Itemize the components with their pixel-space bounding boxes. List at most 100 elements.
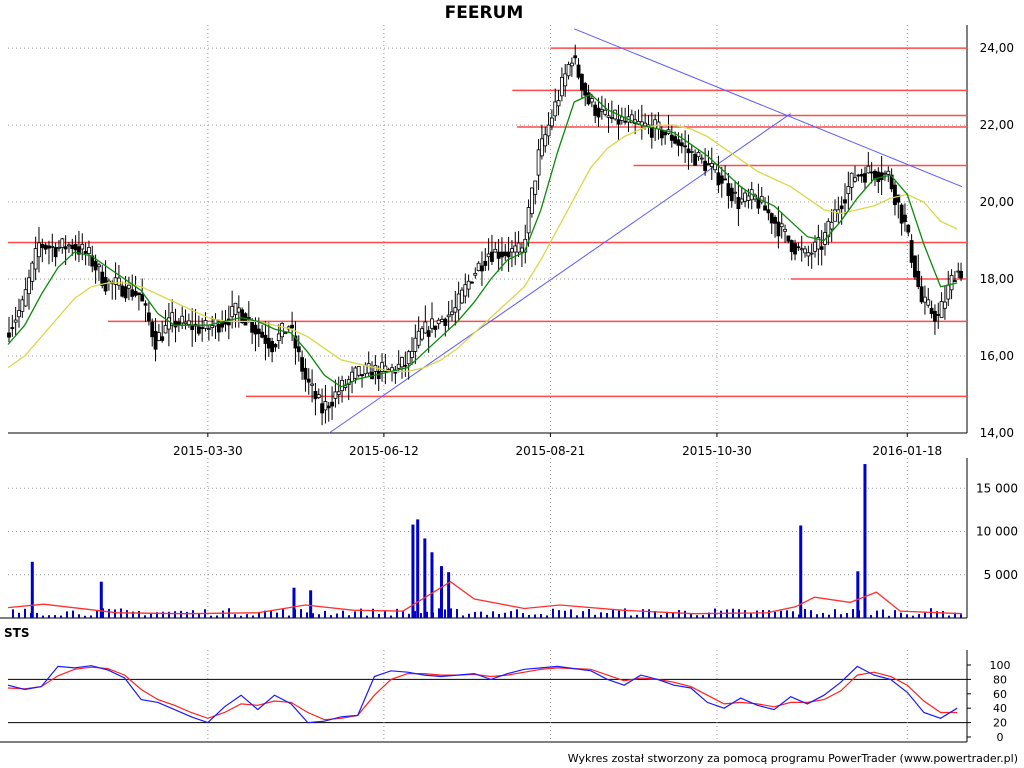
candle-body [463, 284, 468, 297]
volume-y-tick-label: 15 000 [976, 481, 1018, 495]
volume-bar [396, 608, 398, 618]
candle-body [903, 214, 907, 223]
volume-bar [954, 612, 956, 618]
trendline [574, 28, 963, 188]
candle-body [709, 163, 714, 168]
volume-bar [756, 610, 758, 618]
volume-bar [900, 612, 902, 618]
volume-bar [774, 611, 776, 618]
volume-bar [606, 613, 608, 618]
candle-body [203, 320, 208, 329]
candle-body [466, 280, 471, 290]
candle-body [23, 289, 28, 307]
volume-spike-bar [799, 525, 803, 618]
candle-body [739, 198, 744, 203]
volume-bar [684, 610, 686, 618]
volume-bar [852, 609, 854, 618]
candle-body [453, 307, 458, 313]
candle-body [926, 299, 931, 306]
candle-body [876, 171, 881, 182]
volume-bar [114, 609, 116, 618]
candle-body [689, 151, 694, 153]
candle-body [160, 336, 165, 341]
volume-bar [750, 613, 752, 618]
candle-body [7, 332, 11, 338]
candle-body [406, 351, 411, 365]
candle-body [939, 301, 944, 318]
price-y-tick-label: 24,00 [980, 41, 1014, 55]
sto-y-tick-label: 40 [993, 702, 1007, 715]
candle-body [726, 183, 731, 197]
candle-body [200, 327, 205, 329]
volume-bar [252, 615, 254, 618]
candle-body [553, 101, 558, 117]
volume-bar [846, 613, 848, 618]
volume-bar [924, 612, 926, 618]
volume-bar [414, 611, 416, 618]
candle-body [313, 391, 318, 400]
volume-spike-bar [292, 587, 296, 618]
candle-body [616, 119, 621, 125]
candle-body [649, 126, 654, 138]
candle-body [936, 314, 941, 316]
candle-body [569, 62, 574, 67]
volume-bar [336, 613, 338, 618]
moving-average-long-line [7, 124, 958, 373]
candle-body [899, 204, 904, 224]
candle-body [906, 224, 911, 233]
volume-bar [588, 609, 590, 618]
volume-bar [534, 614, 536, 618]
candle-body [496, 251, 501, 259]
candle-body [566, 64, 571, 77]
candle-body [896, 194, 901, 203]
volume-bar [960, 614, 962, 618]
volume-bar [720, 610, 722, 618]
candle-body [57, 246, 61, 249]
volume-bar [474, 611, 476, 618]
volume-bar [168, 611, 170, 618]
candle-body [503, 251, 508, 256]
candle-body [859, 173, 864, 177]
candle-body [77, 246, 81, 255]
candle-body [266, 337, 271, 349]
candle-body [210, 325, 215, 328]
volume-bar [840, 614, 842, 618]
candle-body [130, 289, 135, 297]
candle-body [786, 235, 791, 242]
volume-bar [312, 613, 314, 618]
volume-bar [612, 609, 614, 618]
volume-bar [906, 614, 908, 618]
price-y-tick-label: 18,00 [980, 272, 1014, 286]
candle-body [333, 391, 338, 399]
candle-body [183, 321, 188, 325]
volume-bar [342, 610, 344, 618]
candle-body [719, 175, 724, 184]
candle-body [713, 163, 718, 171]
sto-y-tick-label: 60 [993, 688, 1007, 701]
candle-body [270, 340, 275, 353]
volume-bar [402, 610, 404, 618]
candle-body [510, 248, 514, 253]
candle-body [743, 192, 747, 202]
footer-credit: Wykres został stworzony za pomocą progra… [568, 752, 1018, 765]
candle-body [866, 165, 871, 174]
candle-body [323, 401, 328, 411]
candle-body [273, 344, 278, 348]
candle-body [946, 284, 951, 300]
candle-body [663, 131, 668, 136]
candle-body [729, 187, 734, 202]
candle-body [893, 184, 897, 206]
volume-bar [144, 615, 146, 618]
candle-body [863, 173, 867, 183]
volume-bar [666, 611, 668, 618]
candle-body [923, 296, 927, 303]
sto-y-tick-label: 20 [993, 717, 1007, 730]
candle-body [686, 148, 691, 154]
candle-body [856, 174, 861, 177]
candle-body [150, 321, 155, 338]
candle-body [606, 115, 611, 118]
candle-body [736, 197, 741, 210]
candle-body [796, 246, 801, 249]
candle-body [563, 73, 568, 87]
volume-bar [198, 613, 200, 618]
